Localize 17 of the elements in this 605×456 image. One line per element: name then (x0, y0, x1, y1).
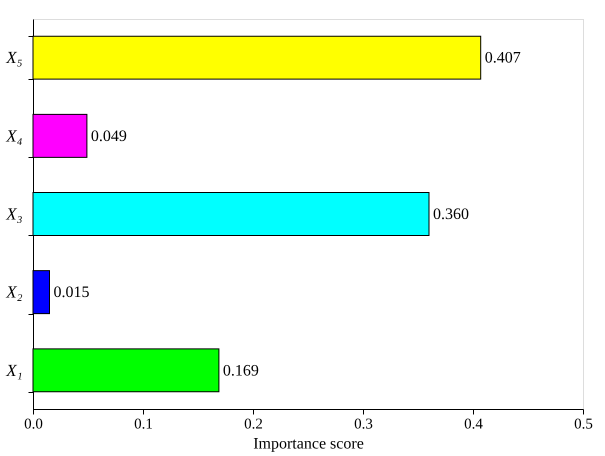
data-label: 0.049 (90, 128, 127, 145)
y-tick-label: X₄ (5, 126, 23, 146)
x-tick-label: 0.2 (244, 416, 263, 432)
x-tick-label: 0.5 (574, 416, 593, 432)
x-axis-title: Importance score (253, 436, 364, 452)
y-tick-label: X₂ (5, 282, 23, 302)
x-tick-label: 0.4 (464, 416, 484, 432)
data-label: 0.360 (433, 206, 469, 223)
y-tick-label: X₁ (5, 360, 22, 380)
x-tick-label: 0.1 (134, 416, 153, 432)
data-label: 0.169 (222, 362, 259, 380)
y-tick-label: X₃ (5, 204, 23, 224)
data-label: 0.015 (54, 284, 90, 302)
x-tick-label: 0.0 (24, 416, 43, 432)
data-label: 0.407 (484, 50, 521, 67)
x-tick-label: 0.3 (354, 416, 373, 432)
y-tick-label: X₅ (5, 48, 23, 68)
